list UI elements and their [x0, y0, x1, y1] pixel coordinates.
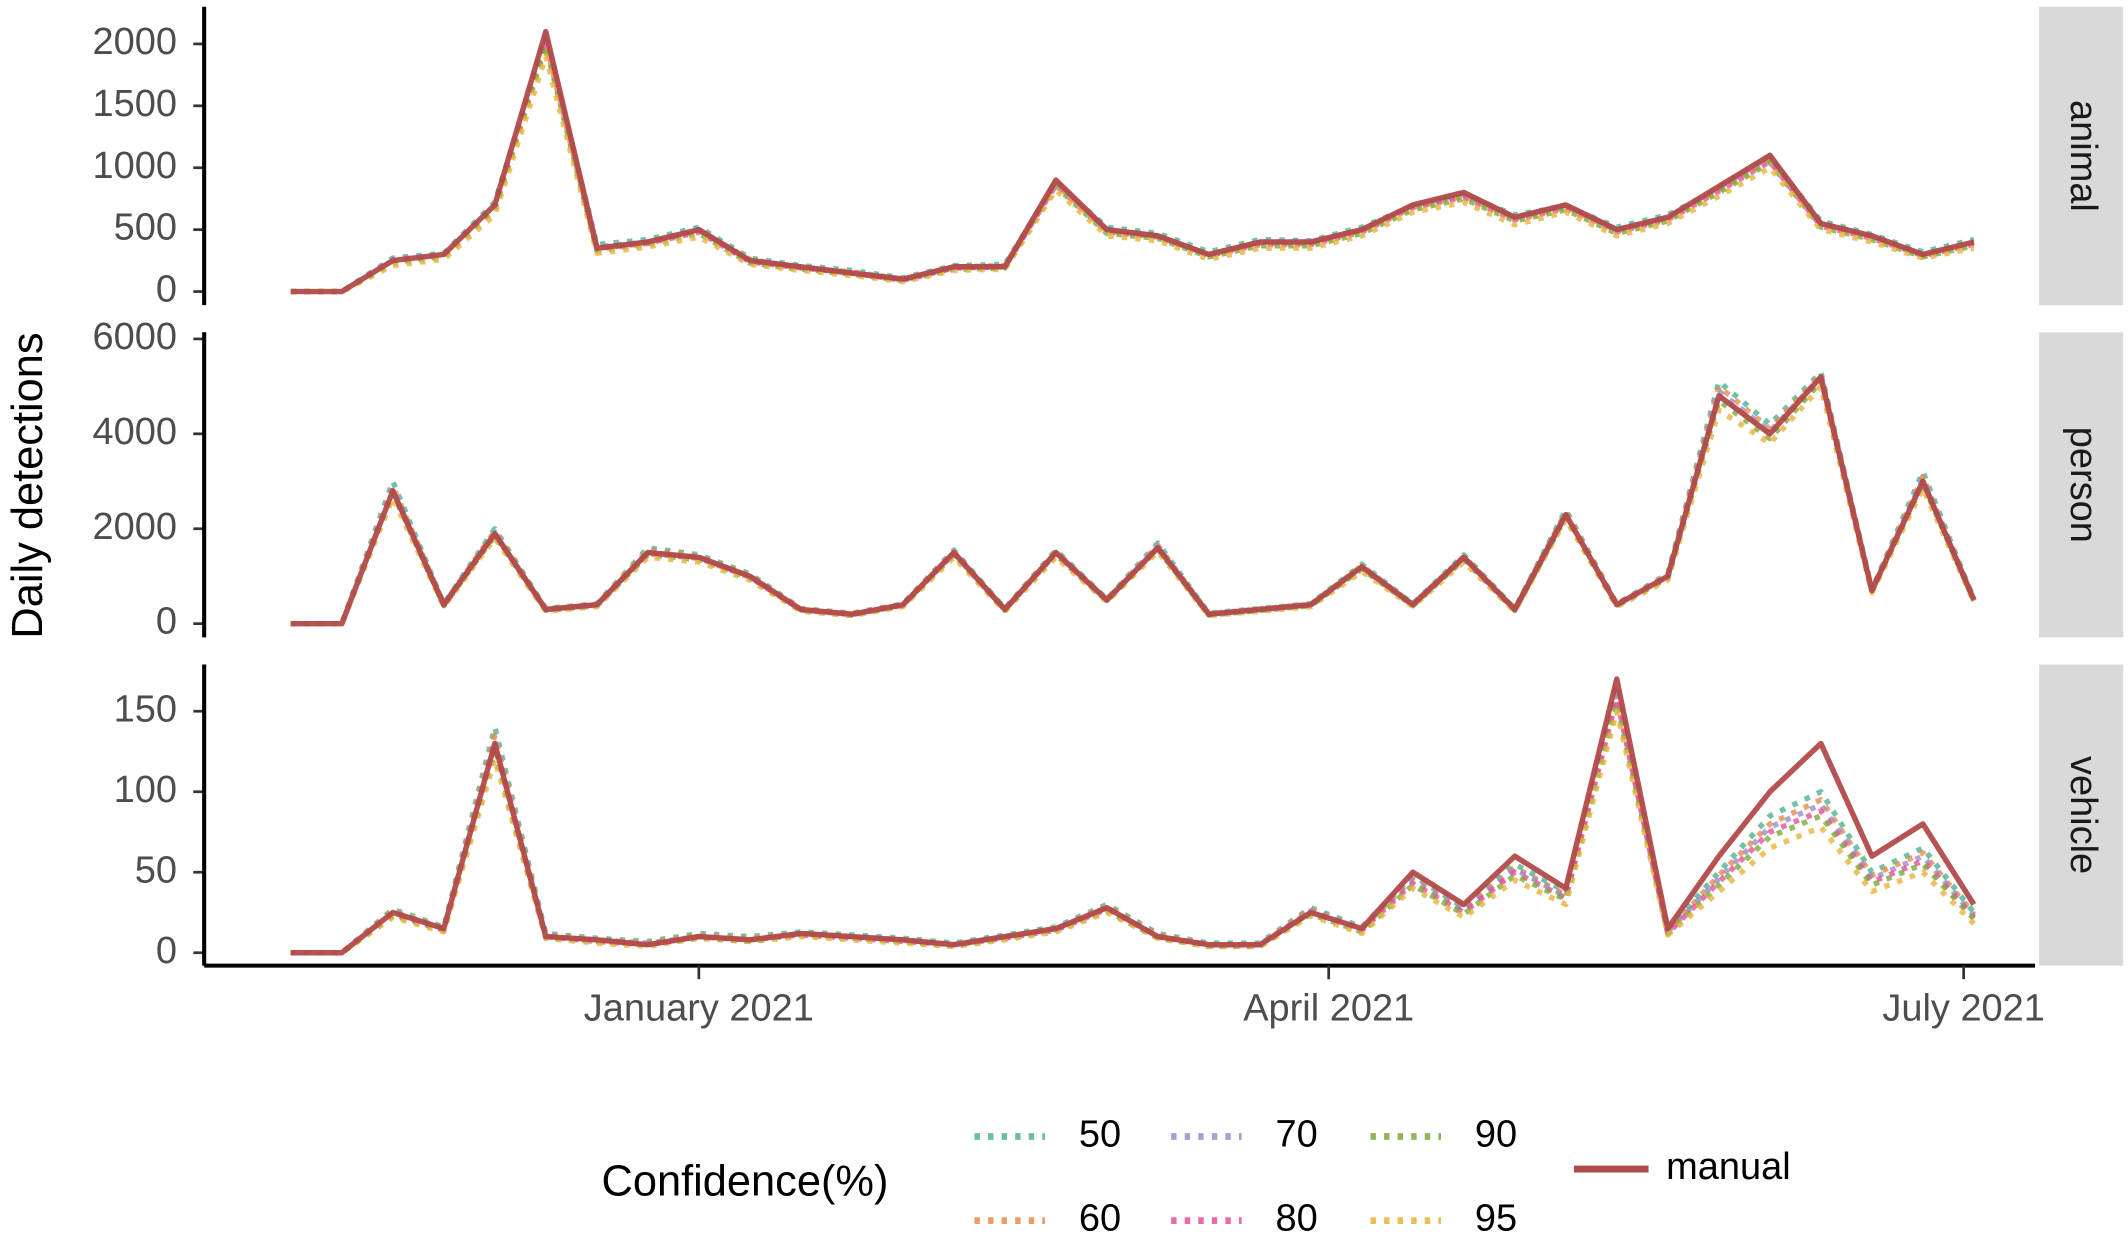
y-tick-label: 0 — [156, 930, 177, 972]
legend-label: manual — [1666, 1146, 1791, 1188]
series-line — [290, 374, 1977, 627]
y-tick-label: 1000 — [93, 145, 177, 187]
series-line — [290, 28, 1975, 295]
x-tick-label: April 2021 — [1243, 987, 1414, 1029]
y-tick-label: 6000 — [93, 316, 177, 358]
series-line — [290, 38, 1975, 295]
y-axis-label: Daily detections — [4, 332, 52, 638]
strip — [2039, 664, 2124, 966]
series-line — [290, 374, 1977, 627]
series-line — [290, 53, 1975, 295]
series-line — [290, 695, 1976, 956]
series-line — [290, 689, 1976, 956]
strip-label: animal — [2062, 100, 2104, 212]
legend-label: 70 — [1276, 1114, 1318, 1156]
strip-label: vehicle — [2062, 756, 2104, 874]
series-line — [290, 43, 1975, 295]
y-tick-label: 2000 — [93, 506, 177, 548]
strip — [2039, 6, 2124, 306]
legend-title: Confidence(%) — [602, 1157, 889, 1205]
legend-label: 90 — [1475, 1114, 1517, 1156]
x-tick-label: January 2021 — [584, 987, 814, 1029]
series-line — [290, 383, 1977, 627]
y-tick-label: 1500 — [93, 83, 177, 125]
legend-label: 50 — [1079, 1114, 1121, 1156]
y-tick-label: 0 — [156, 269, 177, 311]
legend-label: 80 — [1276, 1198, 1318, 1240]
series-line — [290, 371, 1977, 627]
y-tick-label: 2000 — [93, 21, 177, 63]
y-tick-label: 100 — [114, 769, 177, 811]
series-line — [290, 684, 1977, 956]
y-tick-label: 150 — [114, 688, 177, 730]
strip-label: person — [2062, 427, 2104, 543]
y-tick-label: 50 — [135, 849, 177, 891]
y-tick-label: 0 — [156, 601, 177, 643]
y-tick-label: 500 — [114, 207, 177, 249]
series-line — [290, 676, 1977, 956]
strip — [2039, 332, 2124, 638]
series-line — [290, 41, 1975, 295]
y-tick-label: 4000 — [93, 411, 177, 453]
series-line — [290, 378, 1977, 627]
x-tick-label: July 2021 — [1882, 987, 2045, 1029]
legend-label: 95 — [1475, 1198, 1517, 1240]
series-line — [290, 34, 1975, 295]
legend-label: 60 — [1079, 1198, 1121, 1240]
series-line — [290, 31, 1975, 295]
series-line — [290, 376, 1977, 627]
